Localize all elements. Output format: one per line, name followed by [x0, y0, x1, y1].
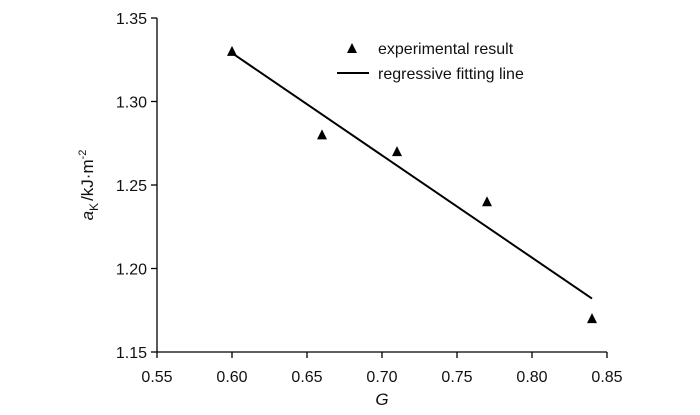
y-axis-exponent: -2 — [77, 150, 89, 160]
legend-label-experimental: experimental result — [378, 41, 514, 58]
y-tick-label: 1.25 — [116, 178, 147, 195]
data-point-triangle — [392, 146, 402, 157]
data-point-triangle — [482, 196, 492, 207]
legend-label-fitting: regressive fitting line — [378, 66, 524, 83]
y-axis-symbol: a — [78, 211, 97, 220]
x-tick-label: 0.65 — [291, 369, 322, 386]
x-axis-ticks: 0.55 0.60 0.65 0.70 0.75 0.80 0.85 — [141, 352, 623, 386]
regression-line — [231, 52, 593, 300]
y-axis-title: aK/kJ·m-2 — [77, 150, 101, 221]
y-axis-unit: /kJ·m — [78, 159, 97, 201]
x-axis-title: G — [375, 390, 388, 409]
x-tick-label: 0.80 — [516, 369, 547, 386]
y-axis-ticks: 1.15 1.20 1.25 1.30 1.35 — [116, 11, 157, 362]
data-point-triangle — [587, 313, 597, 324]
x-tick-label: 0.60 — [216, 369, 247, 386]
legend-triangle-marker — [347, 43, 357, 53]
x-tick-label: 0.55 — [141, 369, 172, 386]
y-tick-label: 1.15 — [116, 345, 147, 362]
data-point-triangle — [227, 45, 237, 56]
x-tick-label: 0.75 — [441, 369, 472, 386]
data-point-triangle — [317, 129, 327, 140]
y-tick-label: 1.30 — [116, 95, 147, 112]
legend: experimental result regressive fitting l… — [337, 41, 524, 83]
data-points-layer — [227, 45, 597, 324]
y-tick-label: 1.35 — [116, 11, 147, 28]
y-axis-subscript: K — [87, 203, 101, 211]
x-tick-label: 0.85 — [591, 369, 622, 386]
fit-line-layer — [231, 52, 593, 300]
x-tick-label: 0.70 — [366, 369, 397, 386]
y-tick-label: 1.20 — [116, 262, 147, 279]
svg-text:aK/kJ·m-2: aK/kJ·m-2 — [77, 150, 101, 221]
